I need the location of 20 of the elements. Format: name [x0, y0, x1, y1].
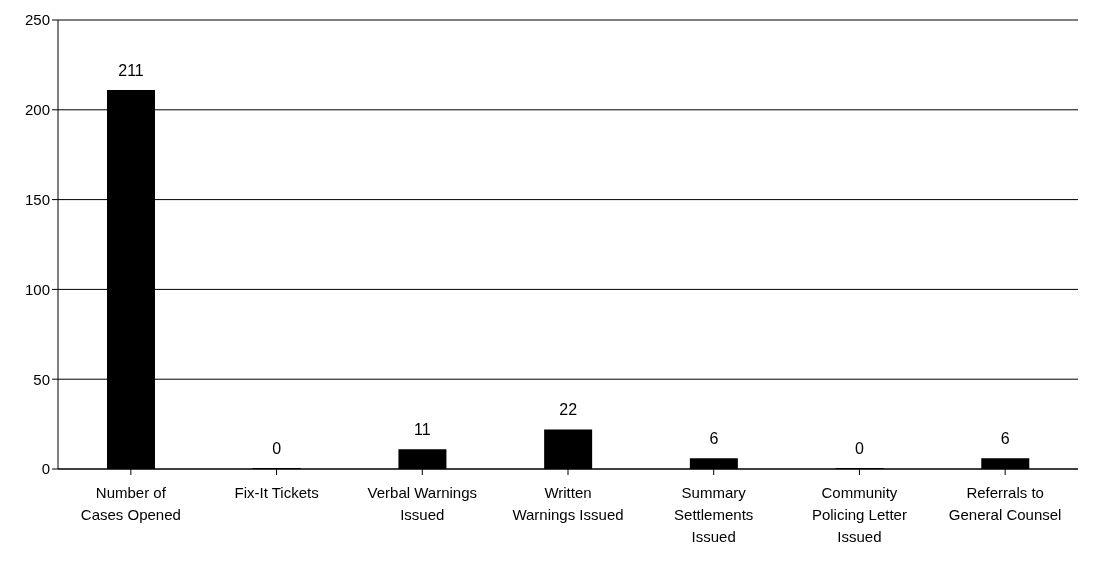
- data-label: 22: [559, 401, 578, 419]
- x-tick-label: Written Warnings Issued: [512, 483, 624, 523]
- y-tick-label: 50: [33, 370, 50, 388]
- data-label: 0: [272, 440, 282, 457]
- data-label: 6: [709, 430, 719, 448]
- data-label: 211: [118, 62, 144, 80]
- y-tick-label: 150: [24, 190, 50, 208]
- y-tick-label: 0: [41, 460, 50, 478]
- y-tick-label: 200: [24, 101, 50, 119]
- x-tick-label: Community Policing Letter Issued: [811, 483, 907, 545]
- data-label: 0: [855, 440, 865, 457]
- y-tick-label: 250: [24, 11, 50, 29]
- data-label: 6: [1000, 430, 1010, 448]
- data-label: 11: [414, 421, 431, 439]
- x-tick-label: Verbal Warnings Issued: [367, 483, 478, 523]
- x-tick-label: Summary Settlements Issued: [674, 483, 754, 545]
- x-tick-label: Referrals to General Counsel: [948, 483, 1062, 523]
- x-tick-label: Number of Cases Opened: [80, 483, 181, 523]
- x-tick-label: Fix-It Tickets: [234, 483, 319, 501]
- y-tick-label: 100: [24, 280, 50, 298]
